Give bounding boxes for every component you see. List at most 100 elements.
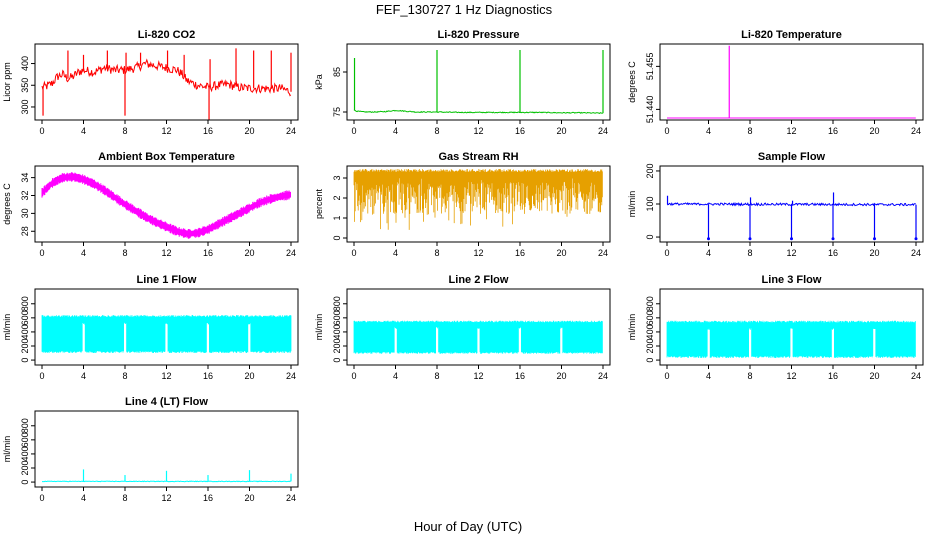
spike-point (831, 237, 835, 241)
x-tick-label: 8 (747, 248, 752, 258)
y-tick-label: 2 (332, 195, 342, 200)
x-tick-label: 0 (351, 248, 356, 258)
x-tick-label: 12 (473, 371, 483, 381)
y-tick-label: 3 (332, 175, 342, 180)
y-tick-label: 200 (20, 338, 30, 353)
plot-frame (34, 43, 299, 121)
x-tick-label: 16 (203, 493, 213, 503)
y-tick-label: 400 (332, 324, 342, 339)
data-layer (353, 169, 603, 230)
series-band (666, 320, 916, 358)
chart-panel: Li-820 Pressure 0 4 8 12 16 20 24 75 85 kPa (314, 29, 611, 136)
y-tick-label: 0 (20, 358, 30, 363)
x-tick-label: 24 (911, 248, 921, 258)
x-tick-label: 20 (556, 371, 566, 381)
x-tick-label: 16 (515, 248, 525, 258)
x-tick-label: 0 (39, 371, 44, 381)
y-axis-label: ml/min (314, 314, 324, 341)
x-tick-label: 12 (786, 126, 796, 136)
plot-frame (659, 43, 924, 121)
plot-frame (346, 43, 611, 121)
x-tick-label: 24 (911, 126, 921, 136)
y-tick-label: 200 (20, 460, 30, 475)
y-tick-label: 400 (20, 324, 30, 339)
y-tick-label: 51.440 (645, 96, 655, 124)
panel-title: Line 4 (LT) Flow (125, 396, 208, 408)
x-tick-label: 20 (869, 371, 879, 381)
figure-x-axis-label: Hour of Day (UTC) (414, 519, 522, 534)
y-tick-label: 32 (20, 190, 30, 200)
x-tick-label: 4 (81, 371, 86, 381)
x-tick-label: 24 (286, 371, 296, 381)
y-tick-label: 600 (645, 310, 655, 325)
data-layer (41, 315, 292, 353)
x-tick-label: 12 (161, 248, 171, 258)
chart-panel: Li-820 Temperature 0 4 8 12 16 20 24 51.440 51.45… (627, 29, 924, 136)
panel-title: Li-820 Pressure (438, 29, 520, 41)
x-tick-label: 20 (244, 493, 254, 503)
y-tick-label: 800 (645, 296, 655, 311)
spike-point (707, 237, 710, 241)
x-tick-label: 20 (244, 126, 254, 136)
x-tick-label: 0 (664, 248, 669, 258)
y-tick-label: 300 (20, 99, 30, 114)
x-tick-label: 12 (161, 371, 171, 381)
y-tick-label: 200 (332, 338, 342, 353)
x-tick-label: 0 (39, 493, 44, 503)
chart-panel: Ambient Box Temperature 0 4 8 12 16 20 24 28 30 32… (2, 151, 299, 258)
series-band (353, 169, 603, 230)
x-tick-label: 12 (473, 248, 483, 258)
x-tick-label: 12 (161, 126, 171, 136)
x-tick-label: 8 (122, 248, 127, 258)
panel-title: Gas Stream RH (438, 151, 518, 163)
x-tick-label: 8 (122, 126, 127, 136)
x-tick-label: 4 (706, 371, 711, 381)
spike-point (748, 237, 752, 241)
y-tick-label: 0 (20, 480, 30, 485)
panel-title: Line 3 Flow (762, 274, 822, 286)
spike-point (873, 237, 876, 241)
y-tick-label: 0 (645, 358, 655, 363)
y-tick-label: 51.455 (645, 53, 655, 81)
y-axis-label: kPa (314, 74, 324, 90)
x-tick-label: 12 (786, 371, 796, 381)
y-tick-label: 200 (645, 338, 655, 353)
x-tick-label: 4 (81, 126, 86, 136)
spike-point (790, 237, 793, 241)
y-tick-label: 0 (332, 358, 342, 363)
data-layer (42, 469, 292, 483)
y-tick-label: 800 (20, 418, 30, 433)
x-tick-label: 16 (203, 371, 213, 381)
spike-point (914, 237, 918, 241)
x-tick-label: 20 (869, 126, 879, 136)
data-layer (41, 172, 291, 239)
y-axis-label: ml/min (627, 191, 637, 218)
panel-title: Line 1 Flow (137, 274, 197, 286)
panel-title: Li-820 Temperature (741, 29, 842, 41)
x-tick-label: 8 (434, 126, 439, 136)
x-tick-label: 20 (556, 248, 566, 258)
x-tick-label: 4 (706, 248, 711, 258)
chart-panel: Sample Flow 0 4 8 12 16 20 24 0 100 200 ml/min (627, 151, 924, 258)
y-axis-label: ml/min (2, 436, 12, 463)
y-tick-label: 800 (20, 296, 30, 311)
series-band (41, 172, 291, 239)
chart-panel: Li-820 CO2 0 4 8 12 16 20 24 300 350 400 Licor ppm (2, 29, 299, 136)
panel-title: Sample Flow (758, 151, 826, 163)
y-tick-label: 800 (332, 296, 342, 311)
y-tick-label: 34 (20, 173, 30, 183)
x-tick-label: 4 (393, 371, 398, 381)
panel-title: Li-820 CO2 (138, 29, 195, 41)
panel-title: Line 2 Flow (449, 274, 509, 286)
x-tick-label: 0 (664, 371, 669, 381)
data-layer (353, 50, 604, 114)
x-tick-label: 8 (434, 248, 439, 258)
y-axis-label: ml/min (2, 314, 12, 341)
x-tick-label: 20 (244, 248, 254, 258)
y-tick-label: 400 (645, 324, 655, 339)
y-tick-label: 1 (332, 215, 342, 220)
x-tick-label: 4 (393, 126, 398, 136)
data-layer (666, 320, 916, 358)
